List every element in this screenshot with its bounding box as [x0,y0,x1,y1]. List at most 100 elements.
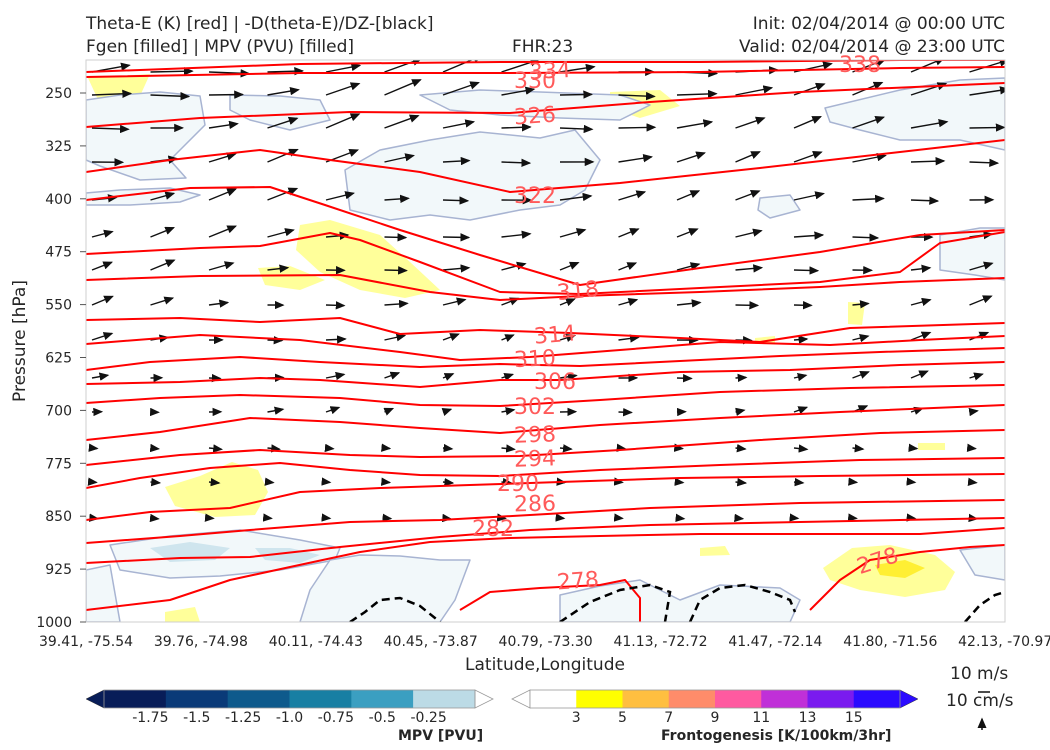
theta-e-contour-19 [459,579,641,622]
wind-vector [969,158,1000,167]
wind-vector [908,443,919,452]
wind-vector [793,373,808,382]
wind-vector [150,226,175,238]
wind-vector [208,225,237,238]
mpv-colorbar-cell [289,690,352,708]
fgen-colorbar-tick-label: 3 [572,710,581,726]
mpv-colorbar-tick-label: -1.0 [276,710,303,726]
theta-e-contour-5 [86,231,1005,295]
y-tick-label: 775 [45,456,72,472]
theta-e-contour-15 [86,473,1005,521]
wind-vector [618,190,647,201]
wind-vector [384,194,410,204]
mpv-colorbar-cell [104,690,167,708]
wind-vector [852,153,887,163]
wind-vector [442,119,476,129]
theta-e-contour-16 [86,499,1005,544]
wind-vector [852,115,886,129]
wind-vector [676,228,699,238]
theta-e-contour-4 [86,186,1005,286]
theta-e-label: 298 [514,422,557,448]
wind-vector [910,297,932,307]
fgen-fill-1 [258,266,325,290]
wind-vector [91,261,114,271]
theta-e-label: 322 [514,184,556,209]
wind-vector [91,124,130,134]
x-tick-label: 40.79, -73.30 [499,634,593,650]
wind-vector [910,119,949,129]
y-tick-label: 850 [45,509,72,525]
wind-vector [793,406,809,415]
vector-key [977,691,990,730]
wind-vector [735,407,746,417]
theta-e-contour-14 [86,457,1005,489]
wind-vector [618,91,656,101]
wind-vector [559,192,593,202]
vector-key-vertical-label: 10 cm/s [946,691,1014,711]
wind-vector [559,90,594,99]
wind-vector [618,123,657,132]
chart-title-line-2: Fgen [filled] | MPV (PVU) [filled] [86,37,355,57]
wind-vector [735,151,761,163]
wind-vector [559,261,580,271]
theta-e-contour-1 [86,66,1005,78]
wind-vector [442,443,454,453]
mpv-contour-0 [86,91,206,181]
theta-e-contour-7 [86,317,1005,343]
wind-vector [735,264,764,273]
fgen-colorbar-extend-max [899,689,919,709]
wind-vector [325,191,355,201]
fgen-fill-6 [848,302,865,325]
wind-vector [559,333,577,342]
wind-vector [267,406,285,415]
fgen-fill-9 [165,607,200,622]
fgen-colorbar-tick-label: 5 [618,710,627,726]
wind-vector [618,407,633,417]
wind-vector [150,477,162,487]
wind-vector [208,120,239,130]
wind-vector [325,371,346,381]
wind-vector [735,228,763,238]
wind-vector [382,513,393,522]
y-tick-label: 475 [45,245,72,261]
wind-vector [793,191,825,201]
dthetae-dz-contour-0 [349,596,441,622]
wind-vector [735,190,761,201]
mpv-colorbar-cell [413,690,475,708]
wind-vector [442,264,471,273]
wind-vector [208,188,237,201]
fgen-colorbar-cell [576,690,623,708]
wind-vector [676,89,718,99]
wind-vector [91,229,114,238]
wind-vector [910,196,940,205]
wind-vector [618,262,638,271]
theta-e-contour-2 [86,82,1005,128]
mpv-contour-6 [757,194,801,219]
wind-vector [793,266,820,275]
mpv-contour-10 [299,554,471,622]
y-tick-label: 925 [45,562,72,578]
wind-vector [618,154,653,163]
theta-e-label: 310 [513,346,556,373]
wind-vector [616,443,627,452]
wind-vector [501,86,536,96]
wind-vector [852,444,865,453]
wind-vector [325,406,341,415]
wind-vector [384,333,407,342]
wind-vector [150,296,175,306]
fgen-colorbar-tick-label: 11 [752,710,770,726]
wind-vector [384,371,401,380]
wind-vector [501,372,515,381]
mpv-contour-7 [939,227,1005,281]
wind-vector [208,90,244,99]
wind-vector [673,443,684,452]
wind-vector [969,86,1005,96]
fgen-fill-0 [296,220,440,298]
theta-e-label: 326 [513,103,557,131]
wind-vector [676,262,701,271]
theta-e-label: 278 [556,568,600,596]
wind-vector [442,233,471,242]
fgen-colorbar-title: Frontogenesis [K/100km/3hr] [661,728,892,744]
theta-e-label: 302 [514,395,556,420]
